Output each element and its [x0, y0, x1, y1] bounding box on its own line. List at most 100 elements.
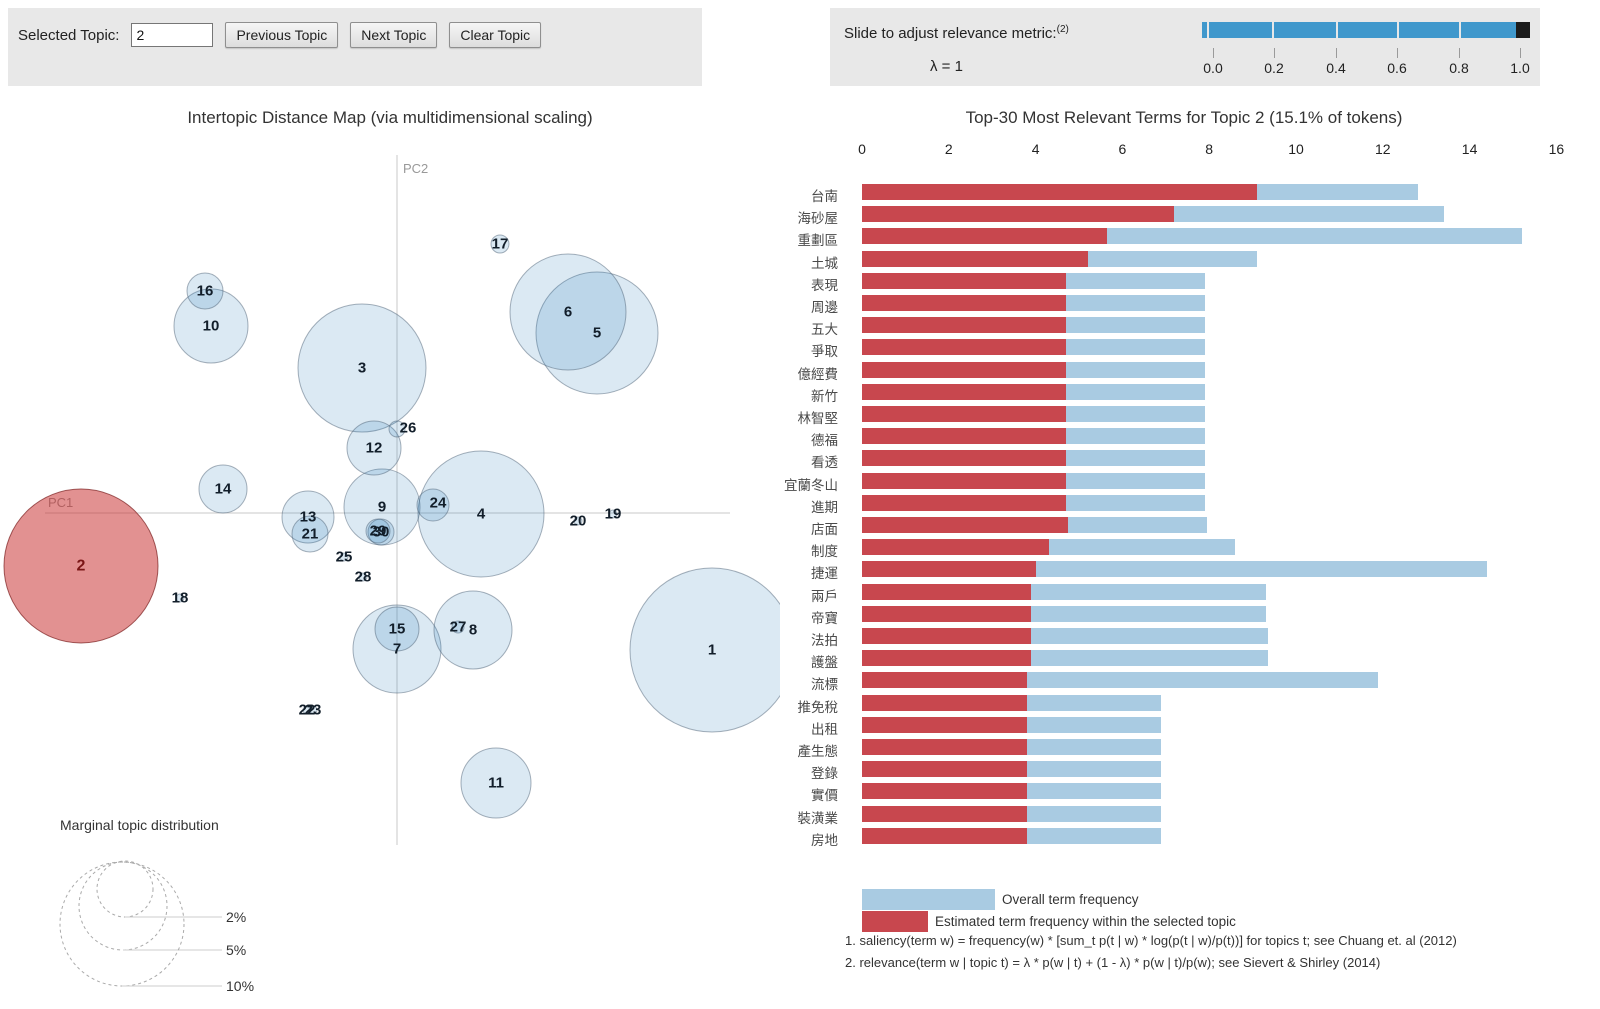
- term-label[interactable]: 制度: [811, 544, 838, 560]
- term-row[interactable]: 捷運: [750, 561, 1600, 581]
- topic-frequency-bar[interactable]: [862, 583, 1032, 600]
- term-row[interactable]: 億經費: [750, 361, 1600, 382]
- term-label[interactable]: 德福: [811, 433, 838, 449]
- term-label[interactable]: 出租: [811, 721, 838, 737]
- topic-frequency-bar[interactable]: [862, 250, 1088, 267]
- topic-circle-29[interactable]: [365, 518, 391, 544]
- topic-frequency-bar[interactable]: [862, 450, 1066, 467]
- topic-frequency-bar[interactable]: [862, 494, 1066, 511]
- term-row[interactable]: 海砂屋: [750, 206, 1600, 226]
- term-label[interactable]: 法拍: [811, 633, 838, 648]
- topic-circle-27[interactable]: [451, 620, 465, 634]
- topic-circle-1[interactable]: [629, 567, 780, 733]
- topic-circle-6[interactable]: [509, 253, 627, 371]
- term-row[interactable]: 爭取: [750, 339, 1600, 359]
- term-row[interactable]: 流標: [750, 672, 1600, 692]
- topic-frequency-bar[interactable]: [862, 805, 1027, 822]
- term-label[interactable]: 看透: [811, 455, 838, 471]
- term-row[interactable]: 進期: [750, 494, 1600, 515]
- topic-circle-20[interactable]: [573, 516, 583, 526]
- term-row[interactable]: 裝潢業: [750, 805, 1600, 826]
- topic-circle-4[interactable]: [417, 450, 545, 578]
- topic-circle-21[interactable]: [291, 515, 329, 553]
- term-row[interactable]: 新竹: [750, 383, 1600, 404]
- term-row[interactable]: 表現: [750, 272, 1600, 293]
- topic-frequency-bar[interactable]: [862, 650, 1032, 667]
- term-label[interactable]: 五大: [811, 322, 838, 338]
- term-label[interactable]: 流標: [811, 677, 838, 693]
- term-label[interactable]: 登錄: [811, 766, 838, 782]
- topic-frequency-bar[interactable]: [862, 339, 1066, 356]
- topic-circle-19[interactable]: [608, 509, 618, 519]
- term-row[interactable]: 重劃區: [750, 228, 1600, 248]
- term-row[interactable]: 土城: [750, 250, 1600, 271]
- topic-frequency-bar[interactable]: [862, 472, 1066, 489]
- topic-circle-18[interactable]: [175, 593, 185, 603]
- topic-frequency-bar[interactable]: [862, 561, 1036, 578]
- term-label[interactable]: 護盤: [811, 655, 838, 671]
- term-label[interactable]: 推免稅: [797, 699, 839, 715]
- topic-frequency-bar[interactable]: [862, 317, 1066, 334]
- next-topic-button[interactable]: Next Topic: [350, 22, 438, 48]
- term-label[interactable]: 兩戶: [811, 588, 838, 604]
- term-label[interactable]: 捷運: [811, 566, 838, 582]
- term-row[interactable]: 看透: [750, 450, 1600, 470]
- term-label[interactable]: 億經費: [797, 366, 839, 382]
- topic-frequency-bar[interactable]: [862, 184, 1257, 200]
- topic-circle-16[interactable]: [186, 272, 224, 310]
- topic-circle-25[interactable]: [339, 552, 349, 562]
- selected-topic-input[interactable]: [131, 23, 214, 47]
- term-row[interactable]: 登錄: [750, 761, 1600, 781]
- previous-topic-button[interactable]: Previous Topic: [225, 22, 339, 48]
- term-row[interactable]: 台南: [750, 184, 1600, 204]
- topic-frequency-bar[interactable]: [862, 827, 1027, 844]
- term-row[interactable]: 德福: [750, 428, 1600, 448]
- topic-circle-8[interactable]: [433, 590, 513, 670]
- term-label[interactable]: 房地: [811, 832, 838, 848]
- topic-circle-13[interactable]: [281, 490, 335, 544]
- topic-circle-3[interactable]: [297, 303, 427, 433]
- topic-frequency-bar[interactable]: [862, 228, 1108, 245]
- term-label[interactable]: 實價: [811, 788, 838, 804]
- term-row[interactable]: 五大: [750, 317, 1600, 337]
- term-row[interactable]: 實價: [750, 783, 1600, 803]
- topic-circle-24[interactable]: [416, 488, 450, 522]
- topic-frequency-bar[interactable]: [862, 739, 1027, 755]
- term-row[interactable]: 周邊: [750, 295, 1600, 315]
- term-label[interactable]: 重劃區: [797, 233, 839, 249]
- term-label[interactable]: 進期: [811, 499, 838, 515]
- topic-frequency-bar[interactable]: [862, 628, 1032, 644]
- topic-circle-2[interactable]: [3, 488, 159, 644]
- topic-frequency-bar[interactable]: [862, 539, 1049, 556]
- term-label[interactable]: 裝潢業: [797, 810, 839, 826]
- topic-frequency-bar[interactable]: [862, 295, 1066, 311]
- term-row[interactable]: 店面: [750, 517, 1600, 537]
- term-label[interactable]: 新竹: [811, 388, 838, 404]
- term-row[interactable]: 法拍: [750, 628, 1600, 648]
- clear-topic-button[interactable]: Clear Topic: [449, 22, 542, 48]
- lambda-slider-track[interactable]: [1202, 22, 1530, 38]
- term-label[interactable]: 帝寶: [811, 610, 838, 626]
- term-label[interactable]: 台南: [811, 189, 838, 204]
- topic-frequency-bar[interactable]: [862, 383, 1066, 400]
- topic-frequency-bar[interactable]: [862, 761, 1027, 778]
- term-label[interactable]: 宜蘭冬山: [784, 477, 838, 493]
- term-label[interactable]: 海砂屋: [797, 211, 839, 227]
- term-row[interactable]: 房地: [750, 827, 1600, 848]
- term-row[interactable]: 制度: [750, 539, 1600, 559]
- topic-frequency-bar[interactable]: [862, 783, 1027, 800]
- topic-frequency-bar[interactable]: [862, 406, 1066, 422]
- term-row[interactable]: 帝寶: [750, 605, 1600, 626]
- topic-frequency-bar[interactable]: [862, 517, 1069, 533]
- term-row[interactable]: 產生態: [750, 739, 1600, 759]
- topic-frequency-bar[interactable]: [862, 605, 1032, 622]
- topic-circle-23[interactable]: [308, 705, 318, 715]
- topic-frequency-bar[interactable]: [862, 672, 1027, 689]
- topic-circle-12[interactable]: [346, 420, 402, 476]
- topic-circle-15[interactable]: [374, 606, 420, 652]
- topic-circle-28[interactable]: [358, 572, 368, 582]
- topic-circle-10[interactable]: [173, 288, 249, 364]
- term-row[interactable]: 宜蘭冬山: [750, 472, 1600, 493]
- term-row[interactable]: 推免稅: [750, 694, 1600, 715]
- topic-circle-5[interactable]: [535, 271, 659, 395]
